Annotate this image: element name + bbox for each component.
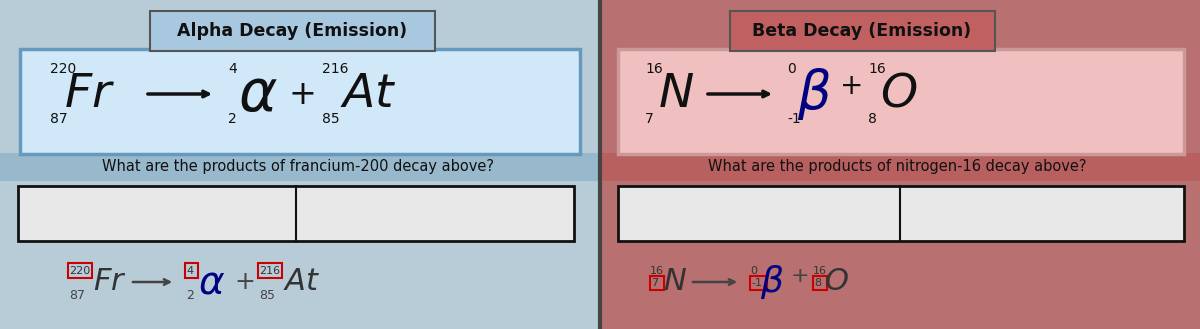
Text: +: +: [840, 72, 864, 100]
Text: $\mathit{At}$: $\mathit{At}$: [340, 71, 397, 117]
Text: $\mathit{Fr}$: $\mathit{Fr}$: [64, 71, 115, 117]
Bar: [0, 153, 600, 181]
Text: $\mathit{At}$: $\mathit{At}$: [283, 266, 320, 297]
Bar: [68, 263, 92, 278]
Text: $\mathit{O}$: $\mathit{O}$: [880, 71, 917, 117]
Text: 16: 16: [814, 266, 827, 276]
Bar: [618, 49, 1184, 154]
Text: 8: 8: [814, 278, 821, 288]
Text: $\beta$: $\beta$: [760, 263, 784, 301]
Text: 2: 2: [186, 289, 194, 302]
Text: $\alpha$: $\alpha$: [198, 263, 226, 301]
Text: 87: 87: [50, 112, 67, 126]
Text: 7: 7: [646, 112, 654, 126]
Text: Beta Decay (Emission): Beta Decay (Emission): [752, 22, 972, 40]
Bar: [20, 49, 580, 154]
Text: 220: 220: [70, 266, 90, 276]
Text: +: +: [791, 266, 809, 286]
Text: 87: 87: [70, 289, 85, 302]
Bar: [814, 276, 827, 290]
Text: 216: 216: [322, 62, 348, 76]
Bar: [0, 0, 600, 329]
Bar: [600, 153, 1200, 181]
Text: 0: 0: [787, 62, 796, 76]
Bar: [750, 276, 767, 290]
Text: What are the products of nitrogen-16 decay above?: What are the products of nitrogen-16 dec…: [708, 160, 1086, 174]
Bar: [150, 11, 436, 51]
Text: $\alpha$: $\alpha$: [238, 65, 277, 122]
Bar: [650, 276, 664, 290]
Text: $\mathit{O}$: $\mathit{O}$: [824, 266, 848, 297]
Text: 4: 4: [186, 266, 193, 276]
Text: 7: 7: [650, 278, 658, 288]
Text: Alpha Decay (Emission): Alpha Decay (Emission): [176, 22, 407, 40]
Text: $\mathit{N}$: $\mathit{N}$: [658, 71, 694, 117]
Text: 16: 16: [650, 266, 664, 276]
Text: $\mathit{N}$: $\mathit{N}$: [662, 266, 686, 297]
Text: $\mathit{Fr}$: $\mathit{Fr}$: [94, 266, 127, 297]
Text: 16: 16: [646, 62, 662, 76]
Text: 85: 85: [259, 289, 275, 302]
Bar: [185, 263, 198, 278]
Text: -1: -1: [787, 112, 800, 126]
Text: 220: 220: [50, 62, 77, 76]
Bar: [18, 186, 574, 241]
Text: 2: 2: [228, 112, 236, 126]
Bar: [618, 186, 1184, 241]
Text: $\beta$: $\beta$: [797, 66, 832, 122]
Text: +: +: [234, 270, 256, 294]
Bar: [600, 0, 1200, 329]
Text: -1: -1: [751, 278, 762, 288]
Text: What are the products of francium-200 decay above?: What are the products of francium-200 de…: [102, 160, 494, 174]
Bar: [258, 263, 282, 278]
Bar: [730, 11, 995, 51]
Text: 4: 4: [228, 62, 236, 76]
Text: 0: 0: [750, 266, 757, 276]
Text: 216: 216: [259, 266, 280, 276]
Text: +: +: [288, 78, 316, 111]
Text: 16: 16: [868, 62, 886, 76]
Text: 85: 85: [322, 112, 340, 126]
Text: 8: 8: [868, 112, 877, 126]
